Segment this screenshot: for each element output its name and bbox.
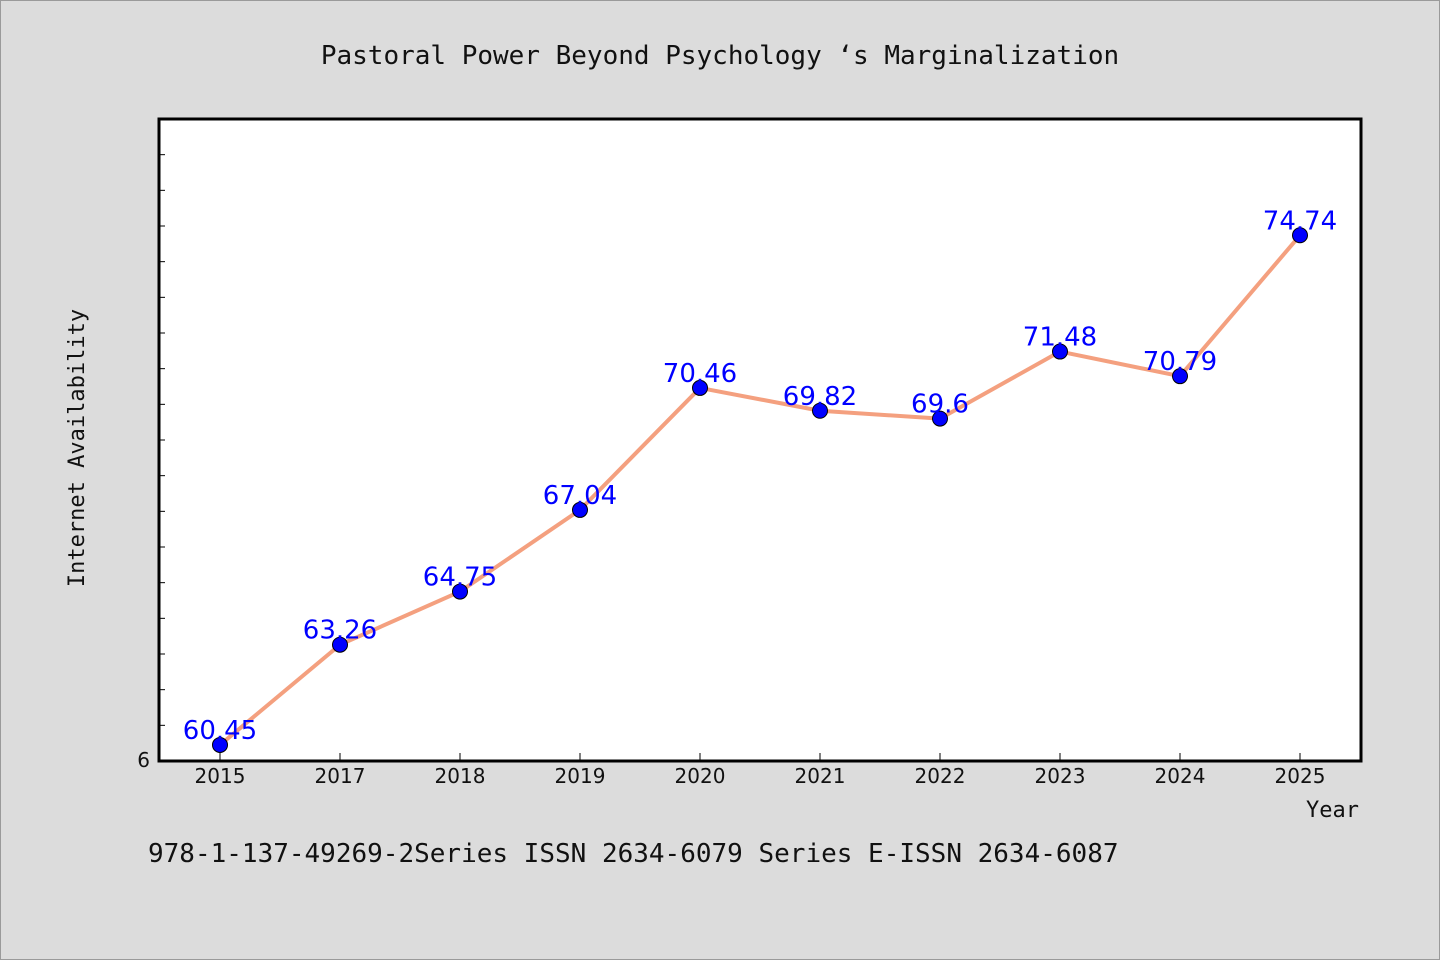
x-tick-label: 2024: [1155, 764, 1206, 788]
x-axis-label: Year: [1306, 798, 1359, 823]
y-axis-label: Internet Availability: [65, 309, 90, 587]
x-tick-label: 2021: [795, 764, 846, 788]
plot-area: [157, 117, 1363, 763]
series-markers: [212, 227, 1308, 753]
chart-title: Pastoral Power Beyond Psychology ‘s Marg…: [321, 41, 1119, 71]
data-label: 67.04: [543, 481, 617, 511]
series-line-group: [218, 233, 1302, 747]
x-axis-ticks: 2015 2017 2018 2019 2020 2021 2022 2023 2024 2025: [195, 753, 1326, 788]
x-tick-label: 2019: [555, 764, 606, 788]
data-labels: 60.45 63.26 64.75 67.04 70.46 69.82 69.6 71.48 7…: [183, 206, 1337, 746]
x-tick-label: 2025: [1275, 764, 1326, 788]
x-tick-label: 2020: [675, 764, 726, 788]
data-point: [1292, 227, 1308, 244]
data-point: [212, 736, 228, 753]
data-label: 64.75: [423, 563, 497, 593]
data-point: [452, 583, 468, 600]
y-tick-label: 6: [137, 748, 150, 772]
x-tick-label: 2015: [195, 764, 246, 788]
data-label: 70.79: [1143, 347, 1217, 377]
data-point: [332, 636, 348, 653]
x-tick-label: 2017: [315, 764, 366, 788]
data-label: 71.48: [1023, 323, 1097, 353]
footer-isbn: 978-1-137-49269-2Series ISSN 2634-6079 S…: [148, 839, 1119, 869]
data-label: 70.46: [663, 359, 737, 389]
data-label: 60.45: [183, 716, 257, 746]
data-point: [1052, 343, 1068, 360]
x-tick-label: 2023: [1035, 764, 1086, 788]
data-point: [692, 379, 708, 396]
data-point: [812, 402, 828, 419]
series-line: [218, 233, 1302, 747]
data-point: [1172, 368, 1188, 385]
x-tick-label: 2022: [915, 764, 966, 788]
data-label: 69.82: [783, 382, 857, 412]
data-label: 69.6: [911, 390, 969, 420]
data-label: 74.74: [1263, 206, 1337, 236]
data-label: 63.26: [303, 616, 377, 646]
x-tick-label: 2018: [435, 764, 486, 788]
data-point: [572, 501, 588, 518]
y-axis-ticks: [159, 154, 165, 726]
data-point: [932, 410, 948, 427]
